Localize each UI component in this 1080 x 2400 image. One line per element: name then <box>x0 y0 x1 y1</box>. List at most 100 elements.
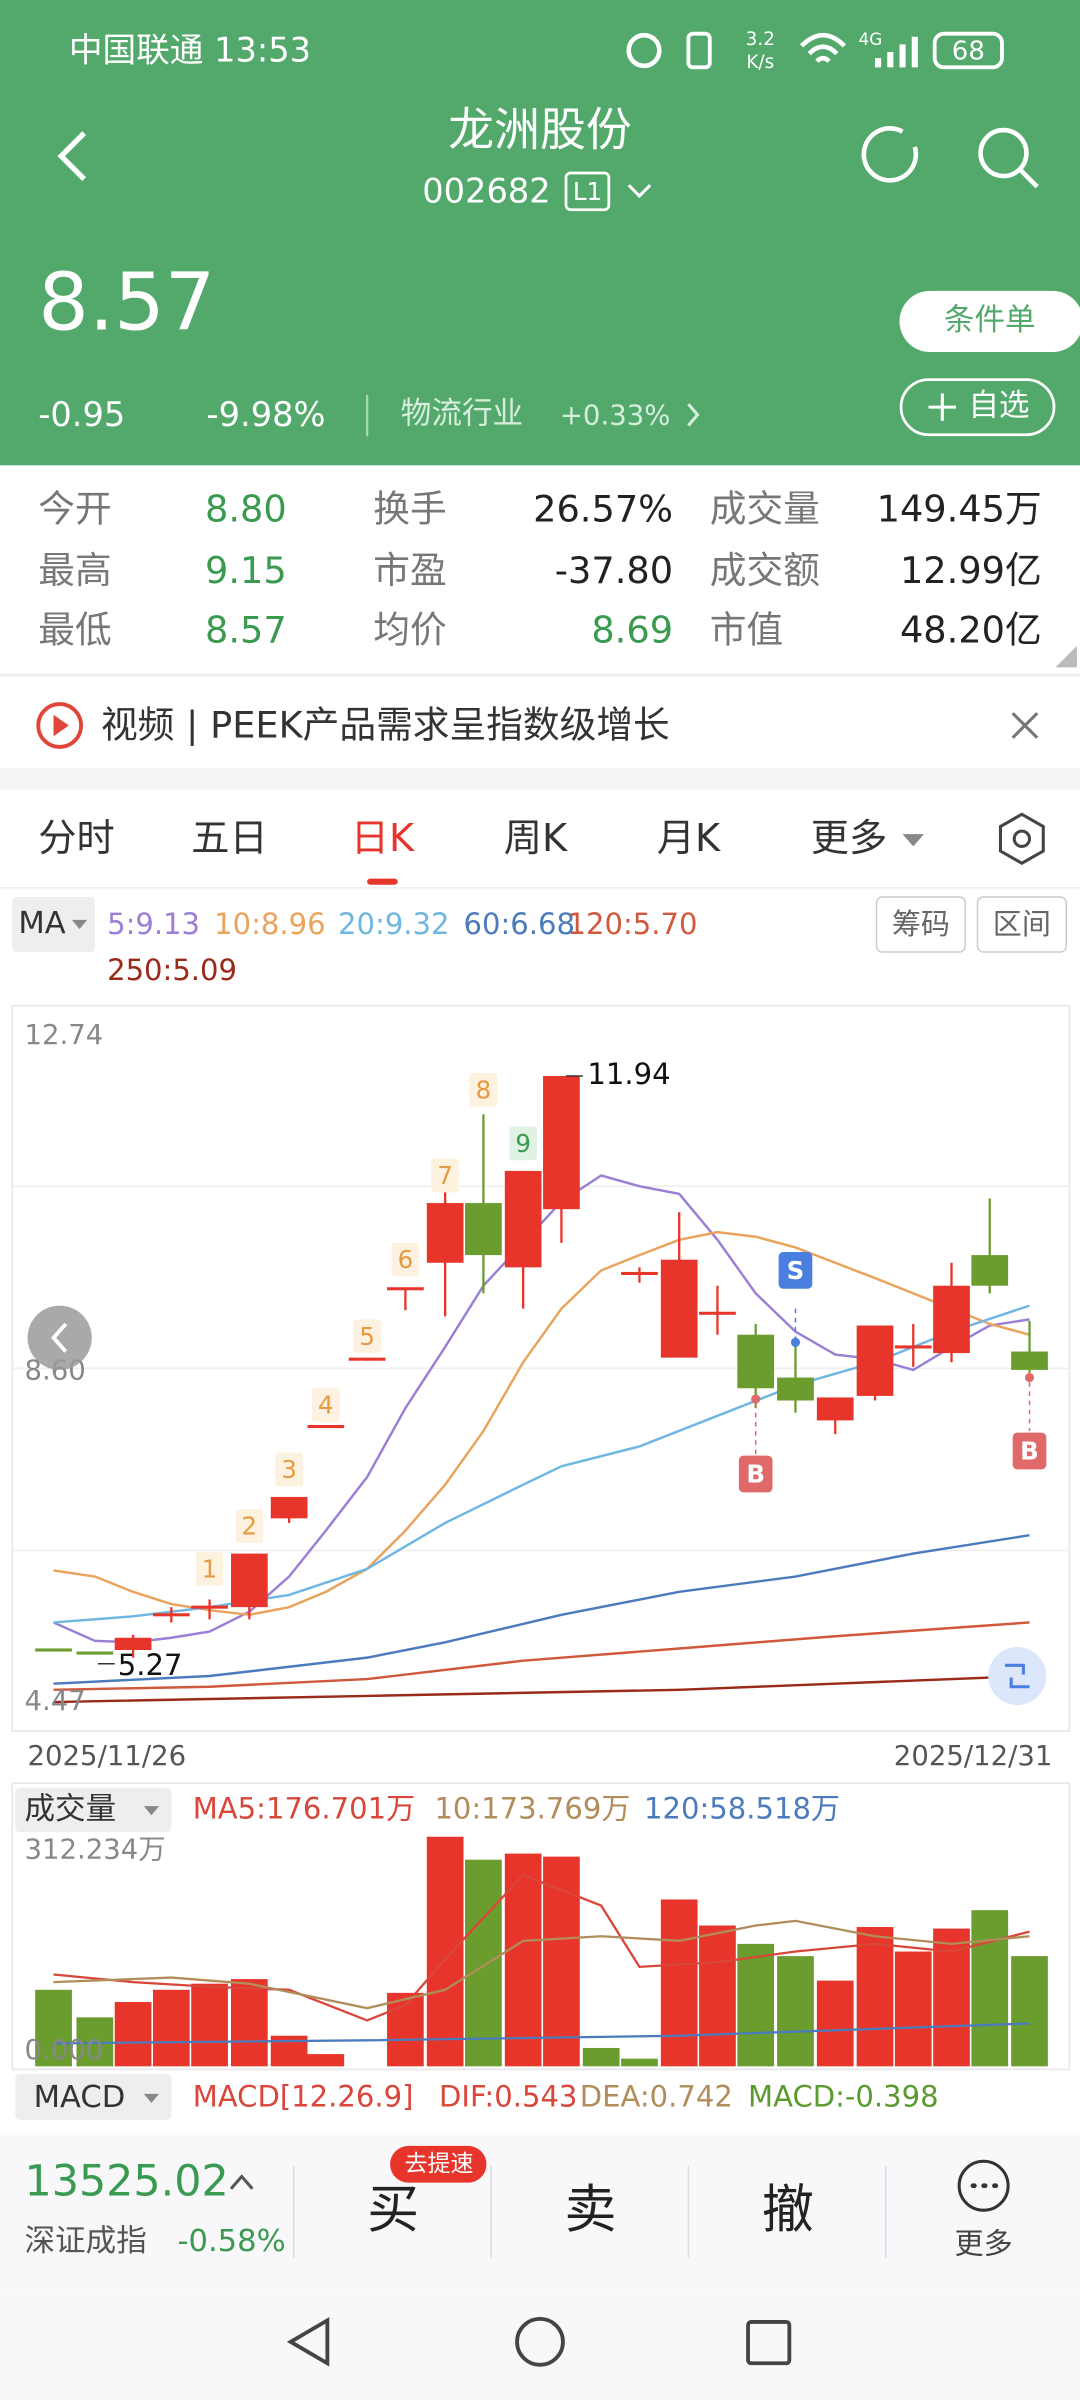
tab[interactable]: 周K <box>504 816 568 861</box>
candle-body <box>307 1425 345 1429</box>
stat-label: 市盈 <box>373 549 446 592</box>
stock-name: 龙洲股份 <box>448 103 632 157</box>
index-expand[interactable] <box>229 2174 254 2190</box>
candle-body <box>699 1311 736 1315</box>
badge-text: 去提速 <box>405 2151 474 2177</box>
change-pct: -9.98% <box>207 395 326 434</box>
settings-button[interactable] <box>998 812 1045 866</box>
prev-arrow <box>50 1322 68 1353</box>
fullscreen-button[interactable] <box>988 1646 1047 1706</box>
nav-back[interactable] <box>286 2317 330 2367</box>
ma-button[interactable] <box>12 896 95 953</box>
kline: 11.945.2712.748.604.47123456789SBB2025/1… <box>24 1019 1052 1772</box>
refresh-button[interactable] <box>861 126 919 183</box>
buy-button[interactable]: 买 <box>367 2180 419 2240</box>
signal-dot <box>790 1337 801 1347</box>
volume-button[interactable] <box>15 1787 172 1833</box>
chart-tool-button[interactable] <box>875 896 967 953</box>
candle-body <box>191 1605 228 1609</box>
watch-label: 自选 <box>968 389 1029 424</box>
code-dropdown[interactable] <box>627 184 652 199</box>
level-box <box>564 171 611 212</box>
volume-bar <box>35 1989 72 2067</box>
more-icon[interactable] <box>957 2159 1010 2212</box>
macd-label: MACD <box>34 2080 126 2115</box>
stat-label: 市值 <box>710 609 783 652</box>
signal-badge <box>1012 1432 1047 1470</box>
macd-legend: MACD[12.26.9] DIF:0.543 DEA:0.742 MACD:-0.3… <box>193 2079 939 2113</box>
low-label: 5.27 <box>118 1648 183 1682</box>
expand-corner[interactable] <box>1055 645 1077 668</box>
signal-label: B <box>746 1460 765 1489</box>
stat-value: 8.69 <box>591 609 673 652</box>
volume-bar <box>543 1856 580 2067</box>
header-bg <box>0 0 1080 466</box>
cancel-button[interactable]: 撤 <box>762 2180 814 2240</box>
search-button[interactable] <box>978 127 1029 179</box>
candle-body <box>35 1648 72 1652</box>
count-label: 1 <box>202 1554 218 1583</box>
volume-frame <box>11 1782 1071 2071</box>
candle-body <box>76 1651 114 1655</box>
separator <box>0 768 1080 790</box>
volume-chart: MA5:176.701万 10:173.769万 120:58.518万 312.23… <box>24 1792 1048 2067</box>
high-label: 11.94 <box>587 1057 670 1091</box>
tab[interactable]: 更多 <box>811 816 887 861</box>
play-icon <box>36 702 83 749</box>
volume-bar <box>582 2047 620 2067</box>
y-label: 12.74 <box>24 1019 103 1051</box>
candle-body <box>465 1203 502 1256</box>
stat-value: 149.45万 <box>877 488 1042 531</box>
candle-body <box>543 1076 580 1210</box>
volume-bar <box>816 1980 854 2067</box>
macd-button[interactable] <box>15 2073 172 2120</box>
index-value[interactable]: 13525.02 <box>24 2157 228 2207</box>
nav-home[interactable] <box>515 2316 565 2367</box>
tab[interactable]: 月K <box>657 816 721 861</box>
stat-label: 最高 <box>38 549 111 592</box>
stat-value: 8.57 <box>205 609 287 652</box>
volume-bar <box>971 1910 1009 2067</box>
signal-dot <box>1024 1372 1035 1383</box>
plus-icon <box>928 393 957 421</box>
tab[interactable]: 五日 <box>191 816 267 861</box>
condition-button[interactable] <box>899 290 1080 353</box>
stat-value: 26.57% <box>533 488 673 531</box>
alarm-icon <box>626 32 662 69</box>
ma-line <box>53 1621 1030 1692</box>
ma-dropdown <box>71 919 88 930</box>
prev-button[interactable] <box>27 1305 92 1370</box>
volume-ma-line <box>53 2022 1030 2045</box>
battery-icon <box>932 31 1004 70</box>
candle-body <box>114 1637 152 1650</box>
date-start: 2025/11/26 <box>28 1740 187 1772</box>
candle-body <box>230 1553 268 1608</box>
count-badge <box>391 1242 420 1277</box>
volume-bar <box>307 2054 345 2067</box>
volume-bar <box>465 1859 502 2067</box>
stock-code: 002682 <box>422 171 550 210</box>
count-badge <box>469 1072 498 1107</box>
sell-button[interactable]: 卖 <box>564 2180 616 2240</box>
stat-label: 今开 <box>38 488 111 531</box>
tab[interactable]: 分时 <box>38 816 114 861</box>
candle-body <box>621 1271 658 1275</box>
more-label[interactable]: 更多 <box>955 2226 1013 2260</box>
back-button[interactable] <box>57 131 87 181</box>
index-change: -0.58% <box>177 2224 285 2259</box>
volume-dropdown <box>143 1806 160 1816</box>
news-text[interactable]: 视频 | PEEK产品需求呈指数级增长 <box>101 704 670 748</box>
nav-recent[interactable] <box>746 2320 792 2366</box>
industry[interactable]: 物流行业 <box>401 396 523 431</box>
watch-button[interactable] <box>899 378 1056 437</box>
macd-item: DEA:0.742 <box>580 2079 733 2113</box>
signal-label: S <box>787 1256 805 1285</box>
candle-body <box>933 1285 970 1354</box>
candle-body <box>152 1613 190 1617</box>
ma-item: 250:5.09 <box>107 953 237 987</box>
chart-tool-button[interactable] <box>976 896 1067 953</box>
tab[interactable]: 日K <box>351 816 415 861</box>
close-news[interactable] <box>1011 712 1039 739</box>
